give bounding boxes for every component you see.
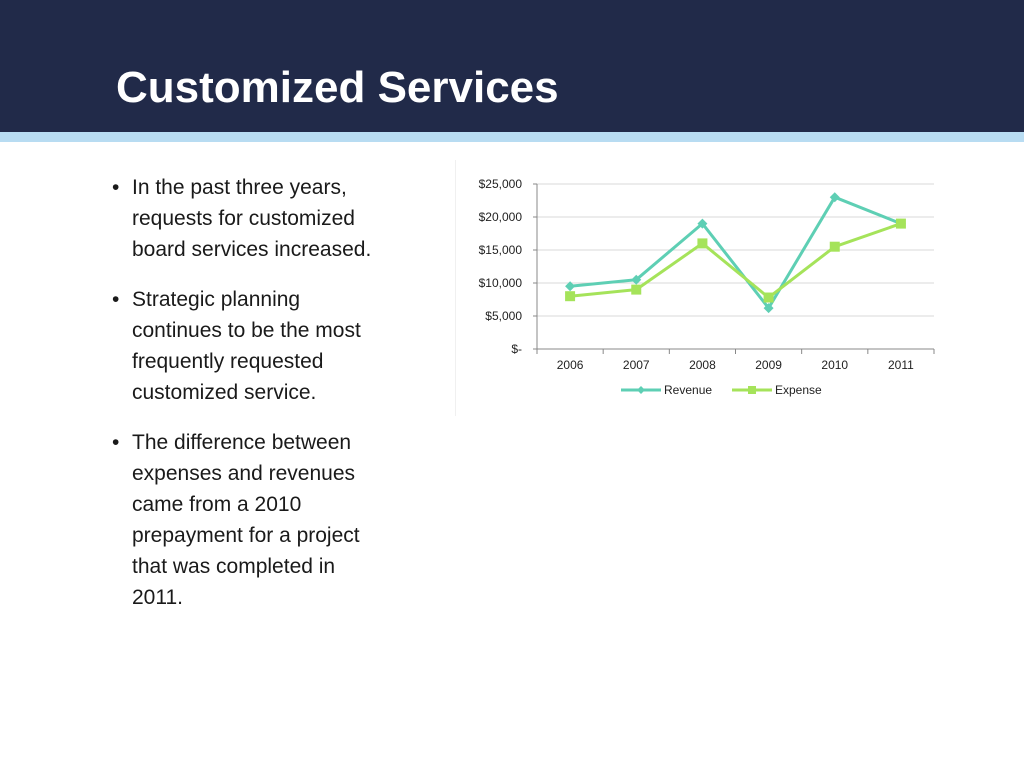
chart-frame: $- $5,000 $10,000 $15,000 $20,000 $25,000 2006… (455, 160, 951, 416)
legend-label-expense: Expense (775, 383, 822, 397)
y-tick-label: $15,000 (479, 243, 523, 257)
bullet-item: • The difference between expenses and re… (112, 427, 374, 613)
expense-series-line (569, 222, 902, 300)
legend-marker-expense (748, 386, 756, 394)
revenue-point (631, 274, 642, 285)
bullet-item: • Strategic planning continues to be the… (112, 284, 374, 408)
bullet-marker: • (112, 288, 120, 311)
y-tick-label: $5,000 (485, 309, 522, 323)
title-accent-stripe (0, 132, 1024, 142)
line-chart: $- $5,000 $10,000 $15,000 $20,000 $25,000 2006… (479, 177, 935, 397)
legend-marker-revenue (637, 386, 645, 394)
legend-label-revenue: Revenue (664, 383, 712, 397)
expense-point (829, 241, 840, 252)
slide-title: Customized Services (116, 63, 559, 112)
x-tick-label: 2009 (755, 358, 782, 372)
bullet-item: • In the past three years, requests for … (112, 172, 374, 265)
revenue-point (763, 303, 774, 314)
x-tick-label: 2007 (623, 358, 650, 372)
y-tick-label: $20,000 (479, 210, 523, 224)
bullet-text: In the past three years, requests for cu… (132, 176, 372, 261)
title-bar (0, 0, 1024, 132)
revenue-series-line (569, 195, 902, 310)
expense-point (565, 291, 576, 302)
bullet-marker: • (112, 431, 120, 454)
bullet-text: Strategic planning continues to be the m… (132, 288, 361, 404)
bullet-list: • In the past three years, requests for … (112, 172, 374, 632)
revenue-point (697, 218, 708, 229)
y-tick-label: $10,000 (479, 276, 523, 290)
x-tick-label: 2010 (821, 358, 848, 372)
x-tick-label: 2006 (557, 358, 584, 372)
expense-point (763, 292, 774, 303)
revenue-point (565, 281, 576, 292)
bullet-marker: • (112, 176, 120, 199)
y-tick-label: $- (511, 342, 522, 356)
y-tick-label: $25,000 (479, 177, 523, 191)
expense-point (697, 238, 708, 249)
expense-point (631, 284, 642, 295)
x-tick-label: 2011 (888, 358, 914, 372)
revenue-point (829, 192, 840, 203)
bullet-text: The difference between expenses and reve… (132, 431, 360, 609)
x-tick-label: 2008 (689, 358, 716, 372)
expense-point (895, 218, 906, 229)
